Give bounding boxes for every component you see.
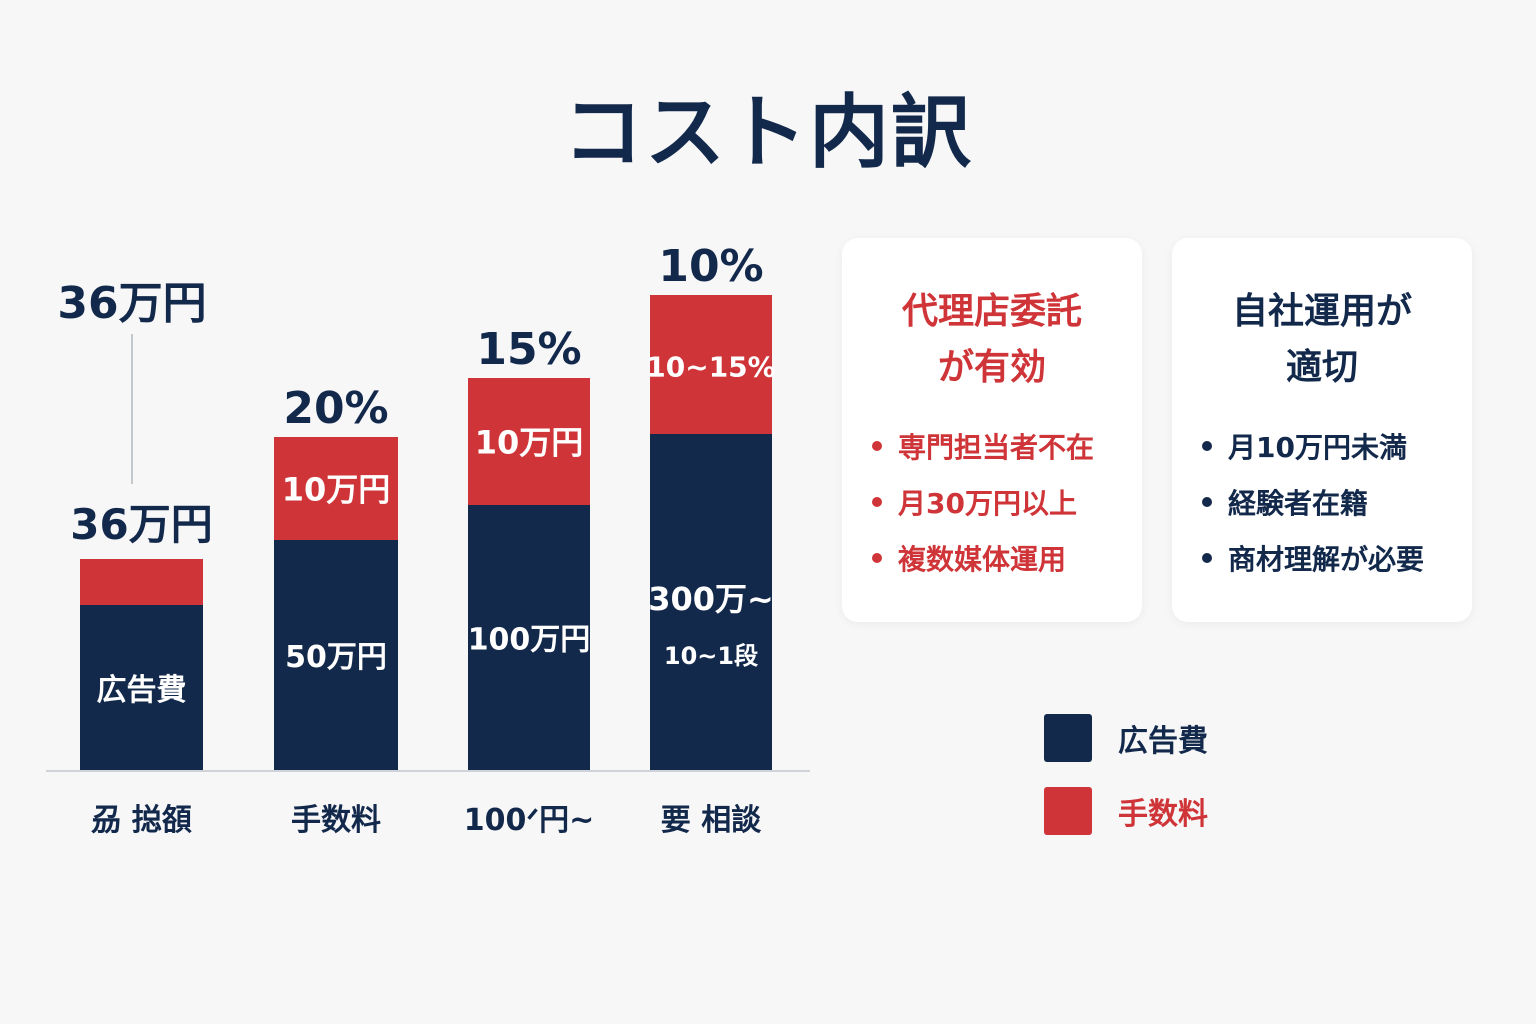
inhouse-card-title-line: 自社運用が xyxy=(1231,291,1412,332)
legend-item-fee: 手数料 xyxy=(1044,787,1208,835)
legend-swatch-fee xyxy=(1044,787,1092,835)
bar-segment-ad xyxy=(80,605,203,770)
bar-label-ad: 100万円 xyxy=(468,623,591,658)
list-item: 複数媒体運用 xyxy=(872,532,1094,588)
bar-label-fee: 10万円 xyxy=(282,471,391,509)
legend-swatch-ad xyxy=(1044,714,1092,762)
list-item-text: 商材理解が必要 xyxy=(1228,543,1425,576)
agency-card-list: 専門担当者不在 月30万円以上 複数媒体運用 xyxy=(872,420,1094,588)
list-item: 専門担当者不在 xyxy=(872,420,1094,476)
bar-top-label: 15% xyxy=(476,324,581,375)
category-label: 刕 搃頟 xyxy=(90,803,191,838)
bar-label-ad: 広告費 xyxy=(97,673,187,708)
bar-top-label: 36万円 xyxy=(57,278,206,329)
bar-top-label: 20% xyxy=(283,383,388,434)
legend-item-ad: 広告費 xyxy=(1044,714,1208,762)
inhouse-card-list: 月10万円未満 経験者在籍 商材理解が必要 xyxy=(1202,420,1424,588)
inhouse-recommendation-card: 自社運用が 適切 月10万円未満 経験者在籍 商材理解が必要 xyxy=(1172,238,1472,622)
category-label: 要 相談 xyxy=(661,803,762,838)
bar-segment-ad xyxy=(274,540,398,770)
legend-label: 広告費 xyxy=(1118,724,1208,759)
list-item: 月10万円未満 xyxy=(1202,420,1424,476)
agency-card-title: 代理店委託 が有効 xyxy=(842,284,1142,396)
bar-segment-ad xyxy=(650,434,772,770)
bullet-icon xyxy=(1202,497,1212,507)
list-item-text: 専門担当者不在 xyxy=(898,431,1095,464)
bar-segment-fee xyxy=(80,559,203,605)
bullet-icon xyxy=(872,553,882,563)
bar-segment-ad xyxy=(468,505,590,770)
list-item-text: 月10万円未満 xyxy=(1228,431,1407,464)
bar-segment-fee xyxy=(274,437,398,540)
bar-segment-fee xyxy=(468,378,590,505)
inhouse-card-title-line: 適切 xyxy=(1285,347,1358,388)
bullet-icon xyxy=(872,497,882,507)
category-label: 100ᐟ円~ xyxy=(464,803,595,838)
list-item: 月30万円以上 xyxy=(872,476,1094,532)
bar-mid-label: 36万円 xyxy=(70,500,212,549)
agency-card-title-line: 代理店委託 xyxy=(901,291,1082,332)
bar-label-ad: 10~1段 xyxy=(664,642,758,670)
list-item-text: 月30万円以上 xyxy=(898,487,1077,520)
agency-card-title-line: が有効 xyxy=(937,347,1046,388)
category-label: 手数料 xyxy=(291,803,381,838)
bullet-icon xyxy=(1202,441,1212,451)
inhouse-card-title: 自社運用が 適切 xyxy=(1172,284,1472,396)
list-item: 商材理解が必要 xyxy=(1202,532,1424,588)
bullet-icon xyxy=(872,441,882,451)
bar-label-fee: 10万円 xyxy=(475,424,584,462)
list-item: 経験者在籍 xyxy=(1202,476,1424,532)
bar-top-label: 10% xyxy=(658,241,763,292)
list-item-text: 複数媒体運用 xyxy=(898,543,1067,576)
bar-label-ad: 300万~ xyxy=(648,580,774,618)
page-title: コスト内訳 xyxy=(563,86,973,179)
legend-label: 手数料 xyxy=(1118,797,1208,832)
bullet-icon xyxy=(1202,553,1212,563)
agency-recommendation-card: 代理店委託 が有効 専門担当者不在 月30万円以上 複数媒体運用 xyxy=(842,238,1142,622)
bar-label-ad: 50万円 xyxy=(285,640,387,675)
bar-label-fee: 10~15% xyxy=(646,351,775,384)
bar-segment-fee xyxy=(650,295,772,434)
list-item-text: 経験者在籍 xyxy=(1228,487,1369,520)
